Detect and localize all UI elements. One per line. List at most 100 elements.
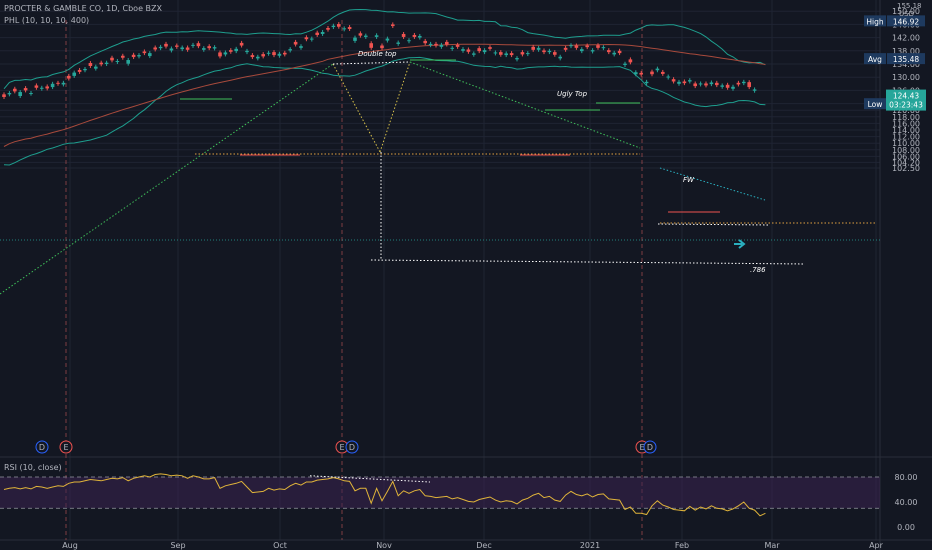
candle — [110, 55, 114, 63]
price-tick-label: 138.00 — [892, 47, 920, 56]
candle — [315, 30, 319, 37]
event-marker: D — [345, 440, 359, 454]
candle — [72, 70, 76, 78]
candle — [310, 36, 314, 42]
candle-body — [504, 53, 508, 56]
candle-body — [596, 45, 600, 48]
candle — [250, 53, 255, 60]
candle-body — [515, 58, 519, 60]
candle — [148, 51, 152, 59]
candle — [639, 70, 643, 77]
time-tick-label: Mar — [764, 541, 780, 550]
candle-body — [185, 47, 190, 50]
candle-body — [423, 40, 427, 44]
price-label-name: Low — [868, 100, 883, 109]
candle-body — [121, 55, 125, 58]
rsi-panel — [0, 473, 880, 517]
rsi-line — [3, 473, 766, 517]
candle — [164, 41, 168, 49]
candle-body — [142, 51, 147, 54]
candle-body — [331, 25, 336, 28]
candle — [223, 50, 228, 57]
candle-body — [207, 46, 211, 49]
candle — [196, 41, 201, 49]
earnings-lines — [65, 20, 643, 540]
candle — [671, 77, 676, 84]
candle-body — [126, 60, 130, 64]
candle-body — [580, 49, 584, 52]
candle-body — [191, 44, 195, 46]
candle — [229, 48, 233, 54]
candle — [77, 67, 82, 74]
candle-body — [396, 42, 400, 44]
candle-body — [623, 63, 627, 65]
event-marker-label: D — [39, 443, 45, 452]
candle — [283, 50, 287, 57]
last-price-bg — [886, 89, 926, 111]
price-tick-label: 102.50 — [892, 164, 920, 173]
candle — [434, 41, 438, 48]
candle — [45, 84, 49, 91]
candle — [569, 43, 573, 49]
event-marker-label: D — [349, 443, 355, 452]
price-tick-label: 134.00 — [892, 60, 920, 69]
candle-body — [18, 92, 22, 97]
candle — [245, 48, 249, 55]
candle-body — [374, 35, 379, 37]
candle-body — [720, 85, 724, 87]
currency-top: 155.18 — [897, 2, 922, 10]
candle-body — [434, 43, 438, 46]
candle-body — [347, 27, 352, 30]
candle-body — [218, 52, 222, 57]
price-label-name-bg — [864, 15, 886, 27]
candle — [115, 59, 120, 64]
candle — [401, 31, 406, 39]
candle — [585, 43, 589, 50]
candle-body — [509, 53, 514, 56]
candle-body — [23, 88, 28, 91]
annotation-fib: .786 — [750, 266, 766, 274]
candle-body — [590, 50, 595, 52]
bollinger-bands — [3, 8, 766, 166]
price-label-name: High — [866, 17, 883, 26]
candle-body — [607, 50, 611, 53]
candle-body — [736, 82, 741, 85]
candle — [218, 50, 222, 59]
candles — [2, 22, 757, 99]
candle — [428, 41, 433, 48]
candle — [688, 78, 692, 84]
candle — [88, 61, 93, 68]
candle-body — [380, 45, 384, 49]
candle-body — [283, 52, 287, 55]
candle-body — [293, 41, 298, 45]
candle-body — [709, 82, 714, 85]
candle-body — [520, 52, 525, 55]
event-marker: D — [35, 440, 49, 454]
candle-body — [56, 82, 60, 84]
candle — [67, 73, 71, 81]
price-tick-label: 110.00 — [892, 139, 920, 148]
event-marker-circle — [59, 440, 73, 454]
price-label-value: 135.48 — [893, 55, 919, 64]
candle — [412, 32, 417, 39]
candle — [742, 79, 746, 86]
candle-body — [601, 47, 606, 49]
candle — [542, 48, 546, 55]
indicator-label[interactable]: PHL (10, 10, 10, 400) — [4, 16, 90, 25]
candle-body — [574, 45, 579, 48]
candle — [590, 48, 595, 54]
rsi-label[interactable]: RSI (10, close) — [4, 463, 62, 472]
candle-body — [304, 37, 309, 40]
candle — [661, 69, 665, 76]
candle-body — [212, 47, 217, 49]
candle-body — [558, 56, 562, 59]
candle — [56, 80, 60, 86]
candle — [720, 83, 724, 89]
candle-body — [115, 61, 120, 63]
last-price-value: 124.43 — [893, 92, 919, 101]
candle — [558, 54, 562, 61]
candle — [709, 80, 714, 87]
candle — [2, 92, 6, 99]
